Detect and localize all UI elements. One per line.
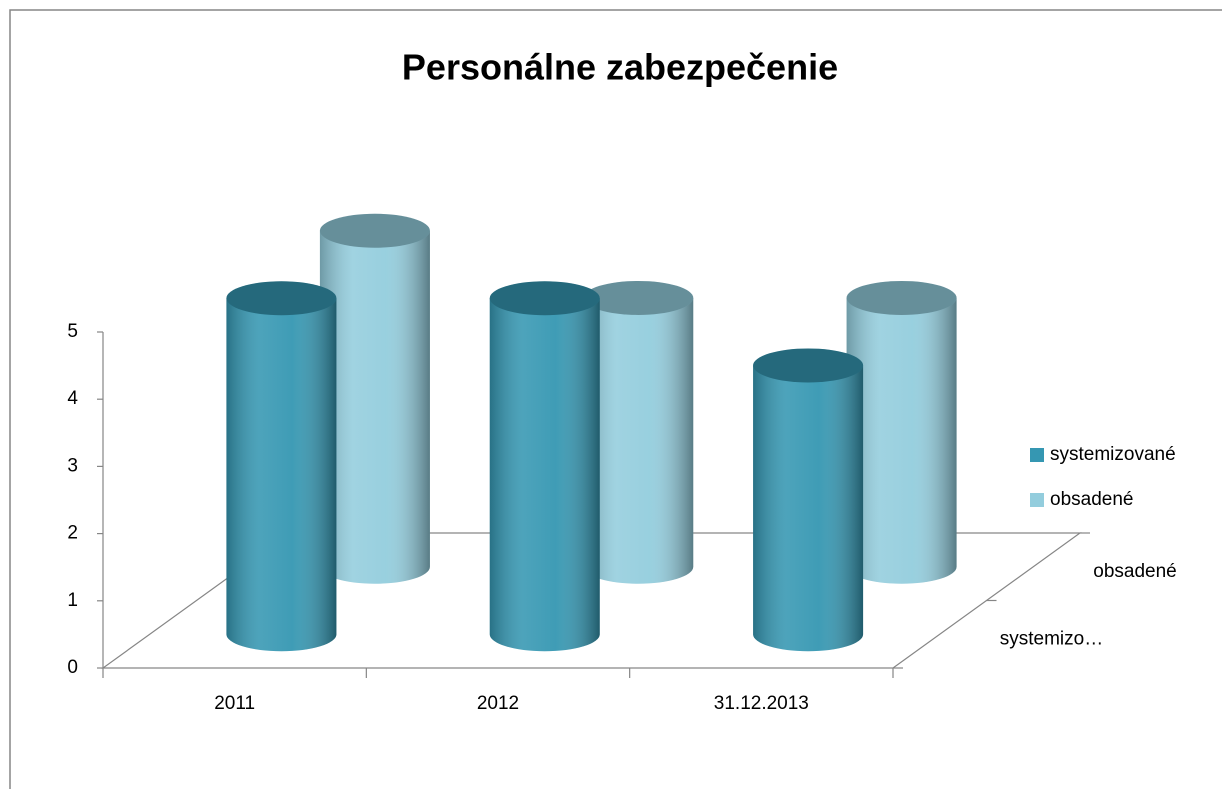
y-tick-label: 3: [67, 455, 78, 476]
y-tick-label: 4: [67, 388, 78, 409]
y-tick-label: 0: [67, 657, 78, 678]
cylinder-shade: [846, 297, 957, 584]
chart-title: Personálne zabezpečenie: [402, 47, 838, 88]
depth-label: systemizo…: [1000, 628, 1103, 649]
legend-label: obsadené: [1050, 489, 1133, 510]
cylinder: [583, 280, 694, 584]
cylinder: [226, 281, 337, 652]
depth-label: obsadené: [1093, 561, 1176, 582]
cylinder-top: [846, 280, 957, 315]
cylinder-shade: [226, 298, 337, 652]
cylinder-top: [583, 280, 694, 315]
y-tick-label: 5: [67, 321, 78, 342]
cylinder-top: [753, 348, 864, 383]
legend-label: systemizované: [1050, 444, 1176, 465]
cylinder: [846, 280, 957, 584]
cylinder-shade: [489, 298, 600, 652]
cylinder: [753, 348, 864, 652]
cylinder-top-shade: [489, 281, 600, 316]
cylinder: [489, 281, 600, 652]
cylinder-top: [226, 281, 337, 316]
x-tick-label: 31.12.2013: [714, 693, 809, 714]
cylinder-shade: [319, 230, 430, 584]
cylinder-top: [489, 281, 600, 316]
cylinder-top-shade: [846, 280, 957, 315]
cylinder-top-shade: [319, 213, 430, 248]
legend-swatch: [1030, 493, 1044, 507]
cylinder-top-shade: [583, 280, 694, 315]
cylinder-top: [319, 213, 430, 248]
legend-swatch: [1030, 448, 1044, 462]
cylinder-shade: [753, 365, 864, 652]
y-tick-label: 2: [67, 523, 78, 544]
x-tick-label: 2011: [214, 693, 255, 714]
y-tick-label: 1: [67, 590, 78, 611]
cylinder-shade: [583, 297, 694, 584]
cylinder-top-shade: [226, 281, 337, 316]
x-tick-label: 2012: [477, 693, 519, 714]
cylinder: [319, 213, 430, 584]
cylinder-top-shade: [753, 348, 864, 383]
